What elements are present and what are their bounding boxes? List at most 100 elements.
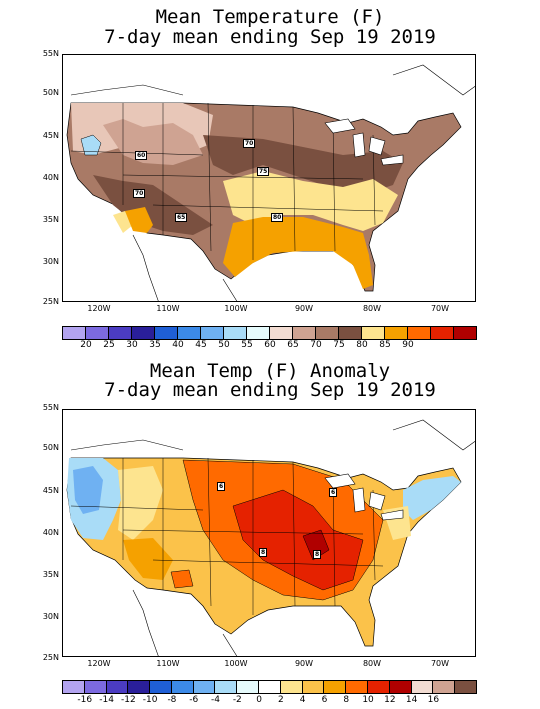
colorbar-tick-label: -12	[121, 695, 136, 705]
colorbar-swatch	[453, 326, 477, 340]
colorbar-tick-label: 70	[310, 340, 322, 350]
colorbar-swatch	[258, 680, 281, 694]
colorbar-swatch	[366, 680, 390, 694]
colorbar-tick-label: 25	[103, 340, 115, 350]
panel1-lat-label: 50N	[42, 88, 59, 97]
colorbar-tick-label: 12	[384, 695, 396, 705]
colorbar-swatch	[315, 326, 339, 340]
colorbar-swatch	[149, 680, 172, 694]
panel1-contour-label: 70	[133, 189, 146, 198]
colorbar-swatch	[83, 680, 107, 694]
colorbar-tick-label: -10	[142, 695, 158, 705]
colorbar-tick-label: 20	[80, 340, 92, 350]
panel2-anomaly-map: 6 6 8 8	[62, 409, 476, 657]
colorbar-tick-label: -4	[211, 695, 220, 705]
colorbar-swatch	[177, 326, 201, 340]
panel1-colorbar	[62, 326, 477, 340]
panel1-title-line1: Mean Temperature (F)	[155, 6, 385, 28]
panel1-lat-label: 40N	[42, 173, 59, 182]
colorbar-swatch	[85, 326, 109, 340]
colorbar-tick-label: 8	[343, 695, 350, 705]
colorbar-tick-label: 30	[126, 340, 138, 350]
panel1-lat-label: 25N	[42, 297, 59, 306]
colorbar-swatch	[410, 680, 434, 694]
panel2-lon-label: 70W	[430, 659, 450, 668]
panel2-lat-label: 45N	[42, 486, 59, 495]
panel2-lon-label: 120W	[87, 659, 111, 668]
colorbar-tick-label: 16	[427, 695, 440, 705]
colorbar-swatch	[292, 326, 316, 340]
colorbar-tick-label: 0	[256, 695, 262, 705]
panel1-lon-label: 110W	[156, 304, 180, 313]
panel2-contour-label: 8	[259, 548, 268, 557]
colorbar-tick-label: 4	[299, 695, 306, 705]
panel1-contour-label: 80	[271, 213, 284, 222]
colorbar-tick-label: 10	[362, 695, 374, 705]
colorbar-tick-label: 90	[402, 340, 414, 350]
panel2-lon-label: 90W	[294, 659, 314, 668]
colorbar-tick-label: 40	[172, 340, 184, 350]
colorbar-tick-label: 60	[264, 340, 276, 350]
panel2-lat-label: 25N	[42, 653, 59, 662]
colorbar-tick-label: -8	[167, 695, 177, 705]
colorbar-tick-label: 75	[333, 340, 345, 350]
panel2-map-svg	[63, 410, 475, 656]
colorbar-tick-label: 35	[149, 340, 161, 350]
panel1-title-line2: 7-day mean ending Sep 19 2019	[104, 26, 436, 48]
colorbar-swatch	[301, 680, 325, 694]
colorbar-swatch	[236, 680, 260, 694]
colorbar-swatch	[131, 326, 155, 340]
panel2-lon-label: 110W	[156, 659, 180, 668]
colorbar-swatch	[170, 680, 194, 694]
panel1-temperature-map: 60 70 75 70 65 80	[62, 54, 476, 302]
colorbar-swatch	[223, 326, 247, 340]
panel1-lon-label: 70W	[430, 304, 450, 313]
panel2-lat-label: 55N	[42, 403, 59, 412]
panel1-contour-label: 75	[257, 167, 270, 176]
panel1-lon-label: 120W	[87, 304, 111, 313]
colorbar-swatch	[345, 680, 368, 694]
panel1-contour-label: 70	[243, 139, 256, 148]
panel2-lat-label: 35N	[42, 570, 59, 579]
colorbar-tick-label: 45	[195, 340, 207, 350]
colorbar-swatch	[454, 680, 477, 694]
panel2-title-line1: Mean Temp (F) Anomaly	[149, 360, 391, 382]
panel1-lat-label: 30N	[42, 257, 59, 266]
colorbar-tick-label: -16	[77, 695, 93, 705]
panel2-colorbar	[62, 680, 477, 694]
panel2-lat-label: 50N	[42, 443, 59, 452]
panel1-lat-label: 35N	[42, 215, 59, 224]
panel1-lat-label: 45N	[42, 131, 59, 140]
colorbar-swatch	[154, 326, 178, 340]
panel2-contour-label: 6	[329, 488, 338, 497]
colorbar-tick-label: 14	[405, 695, 418, 705]
colorbar-swatch	[200, 326, 224, 340]
colorbar-swatch	[384, 326, 408, 340]
colorbar-tick-label: -6	[189, 695, 199, 705]
colorbar-swatch	[388, 680, 412, 694]
colorbar-swatch	[246, 326, 270, 340]
colorbar-swatch	[361, 326, 385, 340]
colorbar-tick-label: 65	[287, 340, 299, 350]
colorbar-tick-label: 55	[241, 340, 253, 350]
panel1-lat-label: 55N	[42, 49, 59, 58]
panel1-contour-label: 60	[135, 151, 148, 160]
colorbar-swatch	[192, 680, 216, 694]
colorbar-tick-label: -2	[232, 695, 242, 705]
panel2-lon-label: 80W	[362, 659, 382, 668]
panel1-lon-label: 90W	[294, 304, 314, 313]
panel2-title-line2: 7-day mean ending Sep 19 2019	[104, 379, 436, 401]
colorbar-swatch	[407, 326, 431, 340]
colorbar-swatch	[105, 680, 129, 694]
colorbar-swatch	[432, 680, 456, 694]
colorbar-swatch	[279, 680, 303, 694]
panel2-contour-label: 6	[217, 482, 226, 491]
colorbar-tick-label: 2	[278, 695, 284, 705]
colorbar-swatch	[127, 680, 151, 694]
colorbar-swatch	[430, 326, 454, 340]
colorbar-swatch	[269, 326, 293, 340]
colorbar-tick-label: 80	[356, 340, 368, 350]
colorbar-swatch	[323, 680, 347, 694]
colorbar-swatch	[62, 680, 85, 694]
colorbar-tick-label: 50	[218, 340, 230, 350]
